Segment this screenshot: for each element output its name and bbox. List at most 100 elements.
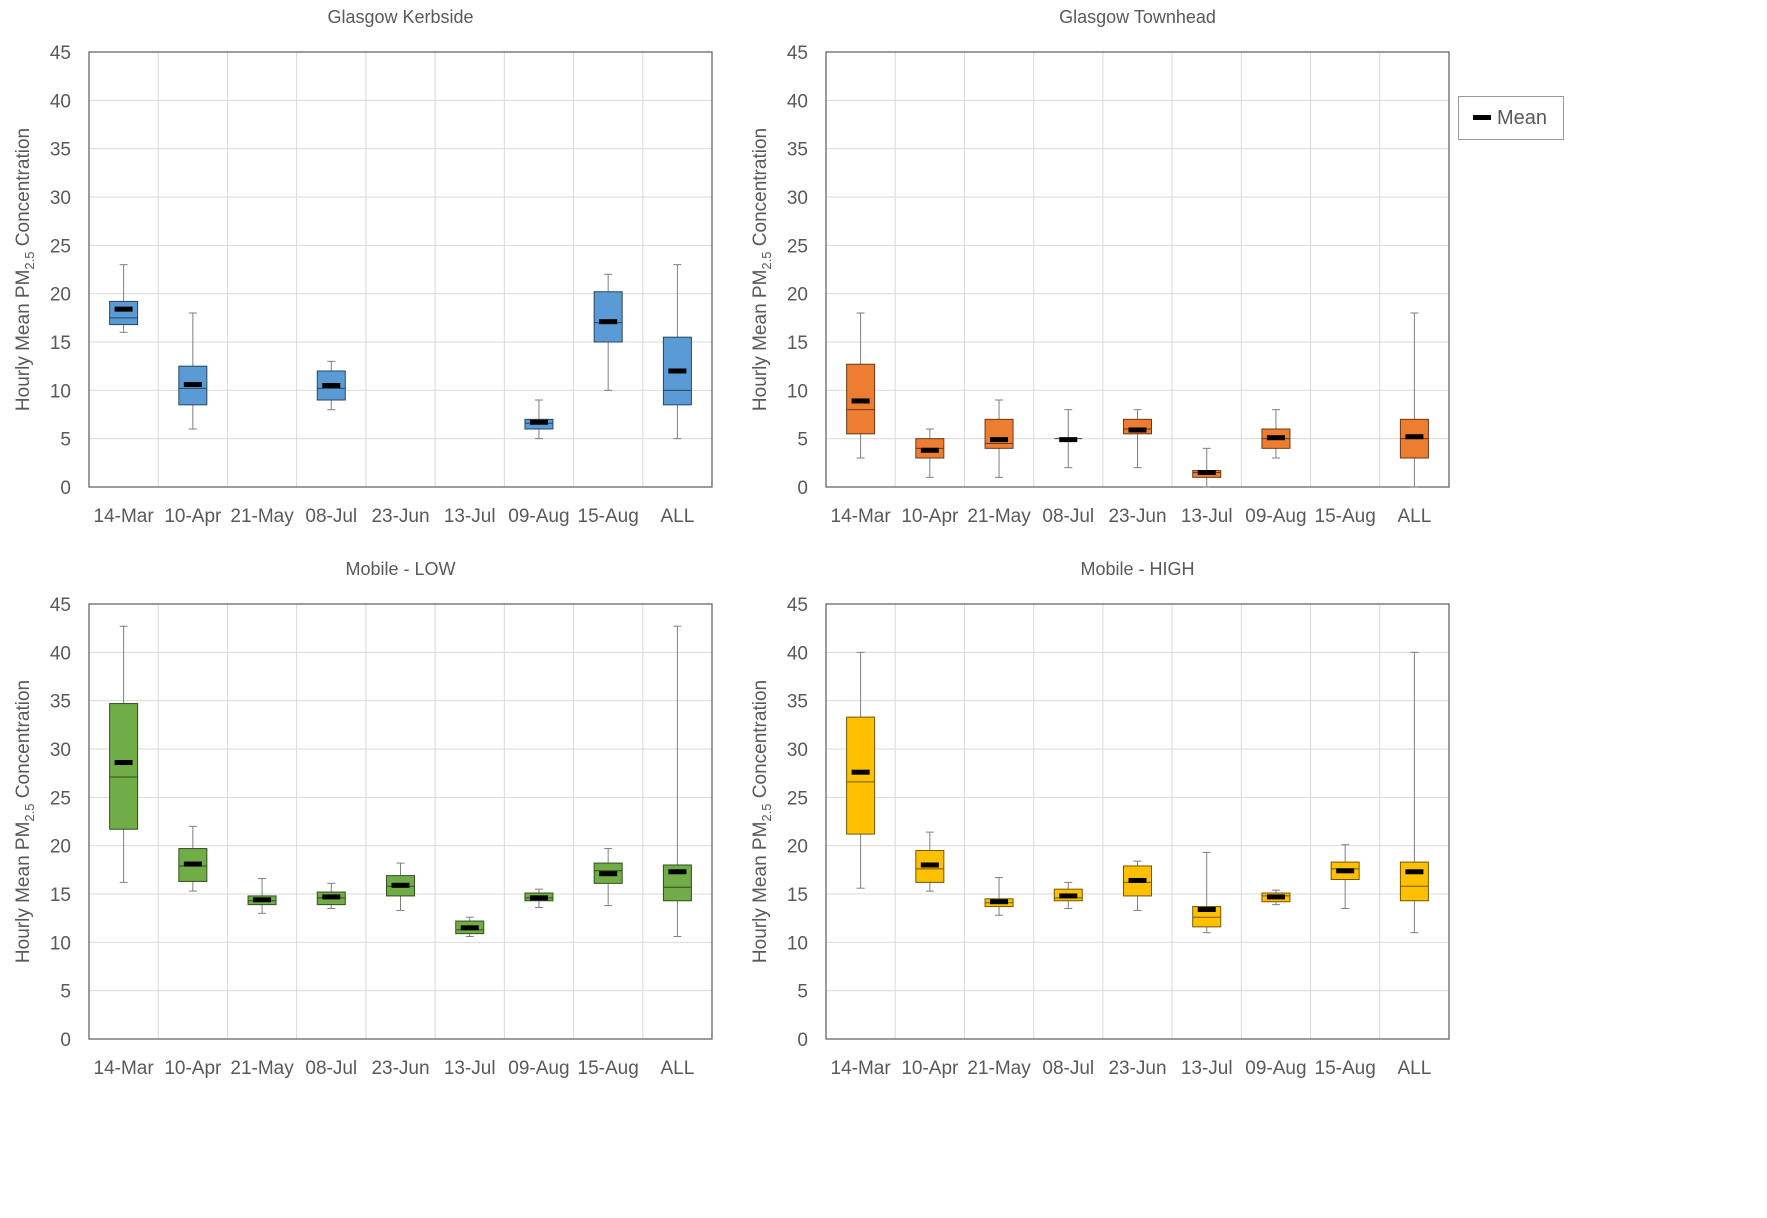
box-iqr	[846, 716, 876, 835]
y-axis-label-suffix: Concentration	[750, 680, 771, 804]
mean-marker	[599, 871, 618, 877]
box-iqr	[109, 300, 139, 326]
x-tick-label: 10-Apr	[164, 1058, 222, 1079]
mean-marker	[529, 419, 548, 425]
y-axis-label-subscript: 2.5	[22, 804, 37, 822]
box-ALL	[1399, 651, 1429, 934]
chart-title: Glasgow Kerbside	[327, 7, 473, 27]
y-axis-label-suffix: Concentration	[13, 128, 34, 252]
box-23-Jun	[386, 862, 415, 911]
y-tick-label: 40	[50, 91, 71, 112]
y-tick-label: 20	[787, 837, 808, 858]
y-tick-label: 40	[50, 643, 71, 664]
mean-marker	[322, 894, 341, 900]
y-tick-label: 5	[60, 430, 71, 451]
box-15-Aug	[593, 848, 623, 907]
box-14-Mar	[846, 651, 876, 889]
box-21-May	[247, 878, 277, 914]
mean-marker	[990, 437, 1009, 443]
y-tick-label: 45	[50, 595, 71, 616]
box-10-Apr	[178, 312, 208, 430]
mean-marker	[1336, 868, 1355, 874]
box-23-Jun	[1123, 860, 1152, 911]
y-tick-label: 20	[787, 285, 808, 306]
x-tick-label: 13-Jul	[1181, 1058, 1233, 1079]
mean-marker	[114, 306, 133, 312]
y-axis-label-subscript: 2.5	[759, 252, 774, 270]
mean-marker	[1059, 437, 1078, 443]
mean-marker	[1405, 869, 1424, 875]
mean-marker	[851, 398, 870, 404]
box-09-Aug	[524, 399, 554, 440]
x-tick-label: ALL	[660, 506, 694, 527]
x-tick-label: 14-Mar	[831, 1058, 892, 1079]
plot-area-border	[825, 603, 1450, 1040]
mean-marker	[253, 897, 272, 903]
legend-mean-marker	[1473, 115, 1491, 120]
mean-marker	[1197, 470, 1216, 475]
x-tick-label: 08-Jul	[1042, 1058, 1094, 1079]
mean-marker	[391, 882, 410, 888]
y-tick-label: 40	[787, 643, 808, 664]
y-tick-label: 15	[50, 885, 71, 906]
y-axis-label-suffix: Concentration	[750, 128, 771, 252]
y-tick-label: 35	[787, 140, 808, 161]
y-tick-label: 30	[787, 188, 808, 209]
box-iqr	[109, 703, 139, 830]
box-08-Jul	[316, 360, 346, 411]
box-09-Aug	[524, 888, 554, 909]
x-tick-label: 21-May	[230, 506, 294, 527]
box-09-Aug	[1261, 889, 1291, 906]
y-tick-label: 5	[797, 430, 808, 451]
legend-mean-label: Mean	[1497, 107, 1548, 129]
mean-marker	[1059, 893, 1078, 899]
y-axis-label-prefix: Hourly Mean PM	[750, 822, 771, 964]
y-tick-label: 20	[50, 837, 71, 858]
x-tick-label: 09-Aug	[508, 1058, 569, 1079]
y-tick-label: 15	[50, 333, 71, 354]
y-tick-label: 30	[50, 740, 71, 761]
mean-marker	[1197, 906, 1216, 912]
x-tick-label: 21-May	[967, 506, 1031, 527]
mean-marker	[668, 368, 687, 374]
y-tick-label: 30	[787, 740, 808, 761]
x-tick-label: 13-Jul	[1181, 506, 1233, 527]
box-iqr	[178, 848, 208, 882]
y-tick-label: 10	[50, 381, 71, 402]
y-tick-label: 35	[50, 140, 71, 161]
box-ALL	[662, 264, 692, 440]
x-tick-label: 15-Aug	[1315, 506, 1376, 527]
mean-marker	[1405, 434, 1424, 440]
box-08-Jul	[1054, 409, 1083, 469]
chart-title: Glasgow Townhead	[1059, 7, 1216, 27]
y-axis-label-prefix: Hourly Mean PM	[13, 270, 34, 412]
x-tick-label: 13-Jul	[444, 506, 496, 527]
x-tick-label: 08-Jul	[1042, 506, 1094, 527]
mean-marker	[668, 869, 687, 875]
y-tick-label: 0	[60, 1030, 71, 1051]
x-tick-label: 13-Jul	[444, 1058, 496, 1079]
box-21-May	[984, 877, 1014, 916]
x-tick-label: 23-Jun	[371, 506, 429, 527]
y-tick-label: 0	[797, 1030, 808, 1051]
box-10-Apr	[178, 825, 208, 892]
chart-panel-1: Glasgow Kerbside 0 5 10 15 20 25 30 35 40 45 14-Mar…	[13, 7, 713, 527]
box-14-Mar	[109, 625, 139, 883]
x-tick-label: ALL	[1397, 1058, 1431, 1079]
mean-marker	[1266, 435, 1285, 441]
y-axis-label: Hourly Mean PM2.5 Concentration	[750, 128, 774, 411]
chart-panel-2: Glasgow Townhead 0 5 10 15 20 25 30 35 40 45 14-Mar…	[750, 7, 1450, 527]
box-iqr	[662, 336, 692, 406]
y-tick-label: 15	[787, 333, 808, 354]
y-tick-label: 25	[787, 236, 808, 257]
plot-area-border	[88, 51, 713, 488]
x-tick-label: 10-Apr	[901, 1058, 959, 1079]
box-iqr	[593, 291, 623, 343]
x-tick-label: ALL	[1397, 506, 1431, 527]
chart-panel-3: Mobile - LOW 0 5 10 15 20 25 30 35 40 45 14-Mar 10-A…	[13, 559, 713, 1079]
x-tick-label: 23-Jun	[1108, 1058, 1166, 1079]
x-tick-label: 23-Jun	[371, 1058, 429, 1079]
x-tick-label: 21-May	[967, 1058, 1031, 1079]
y-axis-label: Hourly Mean PM2.5 Concentration	[750, 680, 774, 963]
box-15-Aug	[593, 273, 623, 391]
